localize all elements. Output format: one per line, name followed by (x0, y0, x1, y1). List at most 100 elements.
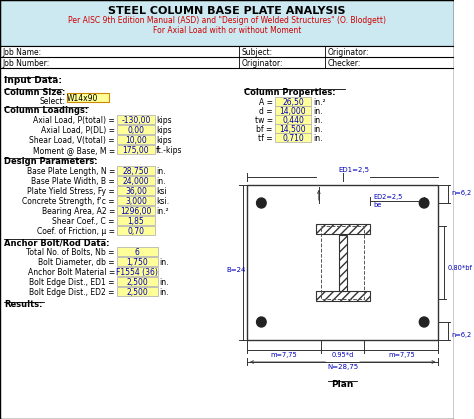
Text: in.²: in.² (156, 207, 169, 216)
Bar (117, 226, 155, 235)
Text: Column Size:: Column Size: (4, 88, 65, 97)
Text: ED1=2,5: ED1=2,5 (338, 167, 369, 173)
Bar (117, 166, 155, 175)
Text: in.: in. (156, 177, 165, 186)
Text: 3,000: 3,000 (125, 197, 147, 206)
Text: 14,000: 14,000 (280, 107, 306, 116)
Text: B=24: B=24 (226, 266, 246, 272)
Text: 0,00: 0,00 (128, 126, 145, 135)
Bar (247, 185, 438, 340)
Text: Column Loadings:: Column Loadings: (4, 106, 88, 115)
Text: Base Plate Width, B =: Base Plate Width, B = (31, 177, 115, 186)
Text: 6: 6 (135, 248, 139, 257)
Bar (117, 196, 155, 205)
Text: Total No. of Bolts, Nb =: Total No. of Bolts, Nb = (27, 248, 115, 257)
Bar (275, 124, 311, 133)
Text: Anchor Bolt Material =: Anchor Bolt Material = (27, 268, 115, 277)
Bar (275, 106, 311, 115)
Text: in.: in. (313, 134, 322, 143)
Bar (117, 186, 155, 195)
Circle shape (256, 317, 266, 327)
Bar (117, 216, 155, 225)
Text: kips: kips (156, 136, 172, 145)
Circle shape (256, 198, 266, 208)
Text: m=7,75: m=7,75 (271, 352, 298, 358)
Bar (316, 290, 370, 300)
Text: kips: kips (156, 126, 172, 135)
Text: in.: in. (159, 258, 168, 267)
Text: 24,000: 24,000 (123, 177, 149, 186)
Text: Moment @ Base, M =: Moment @ Base, M = (33, 146, 115, 155)
Bar (275, 97, 311, 106)
Text: 26,50: 26,50 (282, 98, 304, 107)
Bar (316, 225, 370, 235)
Text: 0,710: 0,710 (282, 134, 304, 143)
Text: Design Parameters:: Design Parameters: (4, 157, 98, 166)
Text: ft.-kips: ft.-kips (156, 146, 182, 155)
Text: ksi: ksi (156, 187, 167, 196)
Text: 28,750: 28,750 (123, 167, 149, 176)
Text: A =: A = (259, 98, 273, 107)
Bar (67, 93, 109, 102)
Bar (275, 115, 311, 124)
Text: -130,00: -130,00 (121, 116, 151, 125)
Bar (117, 125, 155, 134)
Text: ED2=2,5: ED2=2,5 (374, 194, 403, 200)
Text: Shear Coef., C =: Shear Coef., C = (53, 217, 115, 226)
Text: 14,500: 14,500 (280, 125, 306, 134)
Text: Subject:: Subject: (241, 48, 273, 57)
Text: in.: in. (156, 167, 165, 176)
Text: in.: in. (159, 288, 168, 297)
Text: Bolt Edge Dist., ED1 =: Bolt Edge Dist., ED1 = (29, 278, 115, 287)
Text: ksi.: ksi. (156, 197, 169, 206)
Bar (117, 176, 155, 185)
Text: bf =: bf = (256, 125, 273, 134)
Text: 36,00: 36,00 (125, 187, 147, 196)
Text: tw =: tw = (255, 116, 273, 125)
Bar (117, 277, 158, 286)
Text: 2,500: 2,500 (126, 288, 148, 297)
Bar (117, 145, 155, 154)
Bar (339, 235, 346, 290)
Text: 1,750: 1,750 (126, 258, 148, 267)
Text: Axial Load, P(total) =: Axial Load, P(total) = (33, 116, 115, 125)
Text: 0.80*bf: 0.80*bf (448, 266, 473, 272)
Text: in.: in. (313, 107, 322, 116)
Text: Checker:: Checker: (328, 59, 361, 68)
Text: Column Properties:: Column Properties: (244, 88, 336, 97)
Text: d =: d = (259, 107, 273, 116)
Text: 175,00: 175,00 (123, 146, 149, 155)
Bar (117, 115, 155, 124)
Circle shape (419, 198, 429, 208)
Text: in.: in. (159, 278, 168, 287)
Text: n=6,2: n=6,2 (451, 190, 471, 196)
Text: Shear Load, V(total) =: Shear Load, V(total) = (29, 136, 115, 145)
Bar (117, 267, 158, 276)
Text: Originator:: Originator: (241, 59, 283, 68)
Text: n=6,2: n=6,2 (451, 332, 471, 338)
Bar (0, 0, 454, 46)
Text: Bolt Diameter, db =: Bolt Diameter, db = (38, 258, 115, 267)
Text: Concrete Strength, f'c =: Concrete Strength, f'c = (22, 197, 115, 206)
Text: Plan: Plan (331, 380, 354, 389)
Text: Input Data:: Input Data: (4, 76, 62, 85)
Text: Results:: Results: (4, 300, 42, 309)
Text: in.: in. (313, 125, 322, 134)
Bar (275, 133, 311, 142)
Text: Job Number:: Job Number: (2, 59, 49, 68)
Text: be: be (374, 202, 382, 208)
Text: STEEL COLUMN BASE PLATE ANALYSIS: STEEL COLUMN BASE PLATE ANALYSIS (108, 6, 346, 16)
Circle shape (419, 317, 429, 327)
Text: 1296,00: 1296,00 (120, 207, 152, 216)
Text: 0,70: 0,70 (128, 227, 145, 236)
Text: m=7,75: m=7,75 (388, 352, 415, 358)
Text: in.: in. (313, 116, 322, 125)
Text: Base Plate Length, N =: Base Plate Length, N = (27, 167, 115, 176)
Text: Bolt Edge Dist., ED2 =: Bolt Edge Dist., ED2 = (29, 288, 115, 297)
Bar (0, 57, 454, 68)
Text: F1554 (36): F1554 (36) (116, 268, 158, 277)
Bar (117, 257, 158, 266)
Text: 2,500: 2,500 (126, 278, 148, 287)
Bar (117, 135, 155, 144)
Text: in.²: in.² (313, 98, 326, 107)
